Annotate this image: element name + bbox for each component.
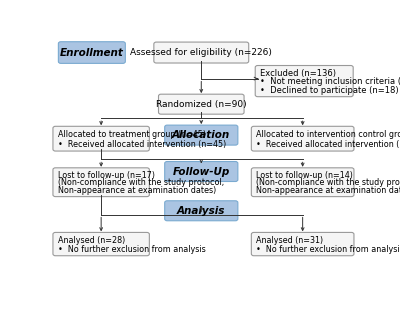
- FancyBboxPatch shape: [255, 66, 353, 97]
- Text: •  Received allocated intervention (n=45): • Received allocated intervention (n=45): [58, 140, 226, 149]
- FancyBboxPatch shape: [165, 201, 238, 221]
- FancyBboxPatch shape: [251, 232, 354, 256]
- FancyBboxPatch shape: [53, 168, 149, 197]
- Text: Assessed for eligibility (n=226): Assessed for eligibility (n=226): [130, 48, 272, 57]
- FancyBboxPatch shape: [58, 42, 125, 63]
- Text: (Non-compliance with the study protocol,: (Non-compliance with the study protocol,: [256, 179, 400, 188]
- FancyBboxPatch shape: [53, 232, 149, 256]
- Text: Analysed (n=31): Analysed (n=31): [256, 236, 324, 245]
- Text: Non-appearance at examination dates): Non-appearance at examination dates): [256, 186, 400, 195]
- Text: Lost to follow-up (n=17): Lost to follow-up (n=17): [58, 171, 155, 180]
- Text: Allocated to treatment group (n=45): Allocated to treatment group (n=45): [58, 130, 206, 139]
- Text: Enrollment: Enrollment: [60, 48, 124, 57]
- Text: •  Not meeting inclusion criteria (n=118): • Not meeting inclusion criteria (n=118): [260, 78, 400, 87]
- Text: Excluded (n=136): Excluded (n=136): [260, 69, 336, 78]
- Text: Analysed (n=28): Analysed (n=28): [58, 236, 125, 245]
- Text: Analysis: Analysis: [177, 206, 226, 216]
- FancyBboxPatch shape: [53, 126, 149, 151]
- Text: Follow-Up: Follow-Up: [173, 167, 230, 176]
- Text: Randomized (n=90): Randomized (n=90): [156, 100, 246, 109]
- Text: Non-appearance at examination dates): Non-appearance at examination dates): [58, 186, 216, 195]
- Text: Lost to follow-up (n=14): Lost to follow-up (n=14): [256, 171, 353, 180]
- Text: •  No further exclusion from analysis: • No further exclusion from analysis: [58, 245, 206, 254]
- FancyBboxPatch shape: [165, 162, 238, 181]
- FancyBboxPatch shape: [158, 94, 244, 114]
- Text: (Non-compliance with the study protocol,: (Non-compliance with the study protocol,: [58, 179, 224, 188]
- FancyBboxPatch shape: [154, 42, 249, 63]
- Text: Allocation: Allocation: [172, 130, 230, 140]
- FancyBboxPatch shape: [251, 168, 354, 197]
- Text: •  Declined to participate (n=18): • Declined to participate (n=18): [260, 86, 399, 95]
- FancyBboxPatch shape: [251, 126, 354, 151]
- Text: Allocated to intervention control group (n=45): Allocated to intervention control group …: [256, 130, 400, 139]
- Text: •  No further exclusion from analysis: • No further exclusion from analysis: [256, 245, 400, 254]
- FancyBboxPatch shape: [165, 125, 238, 145]
- Text: •  Received allocated intervention (n=45): • Received allocated intervention (n=45): [256, 140, 400, 149]
